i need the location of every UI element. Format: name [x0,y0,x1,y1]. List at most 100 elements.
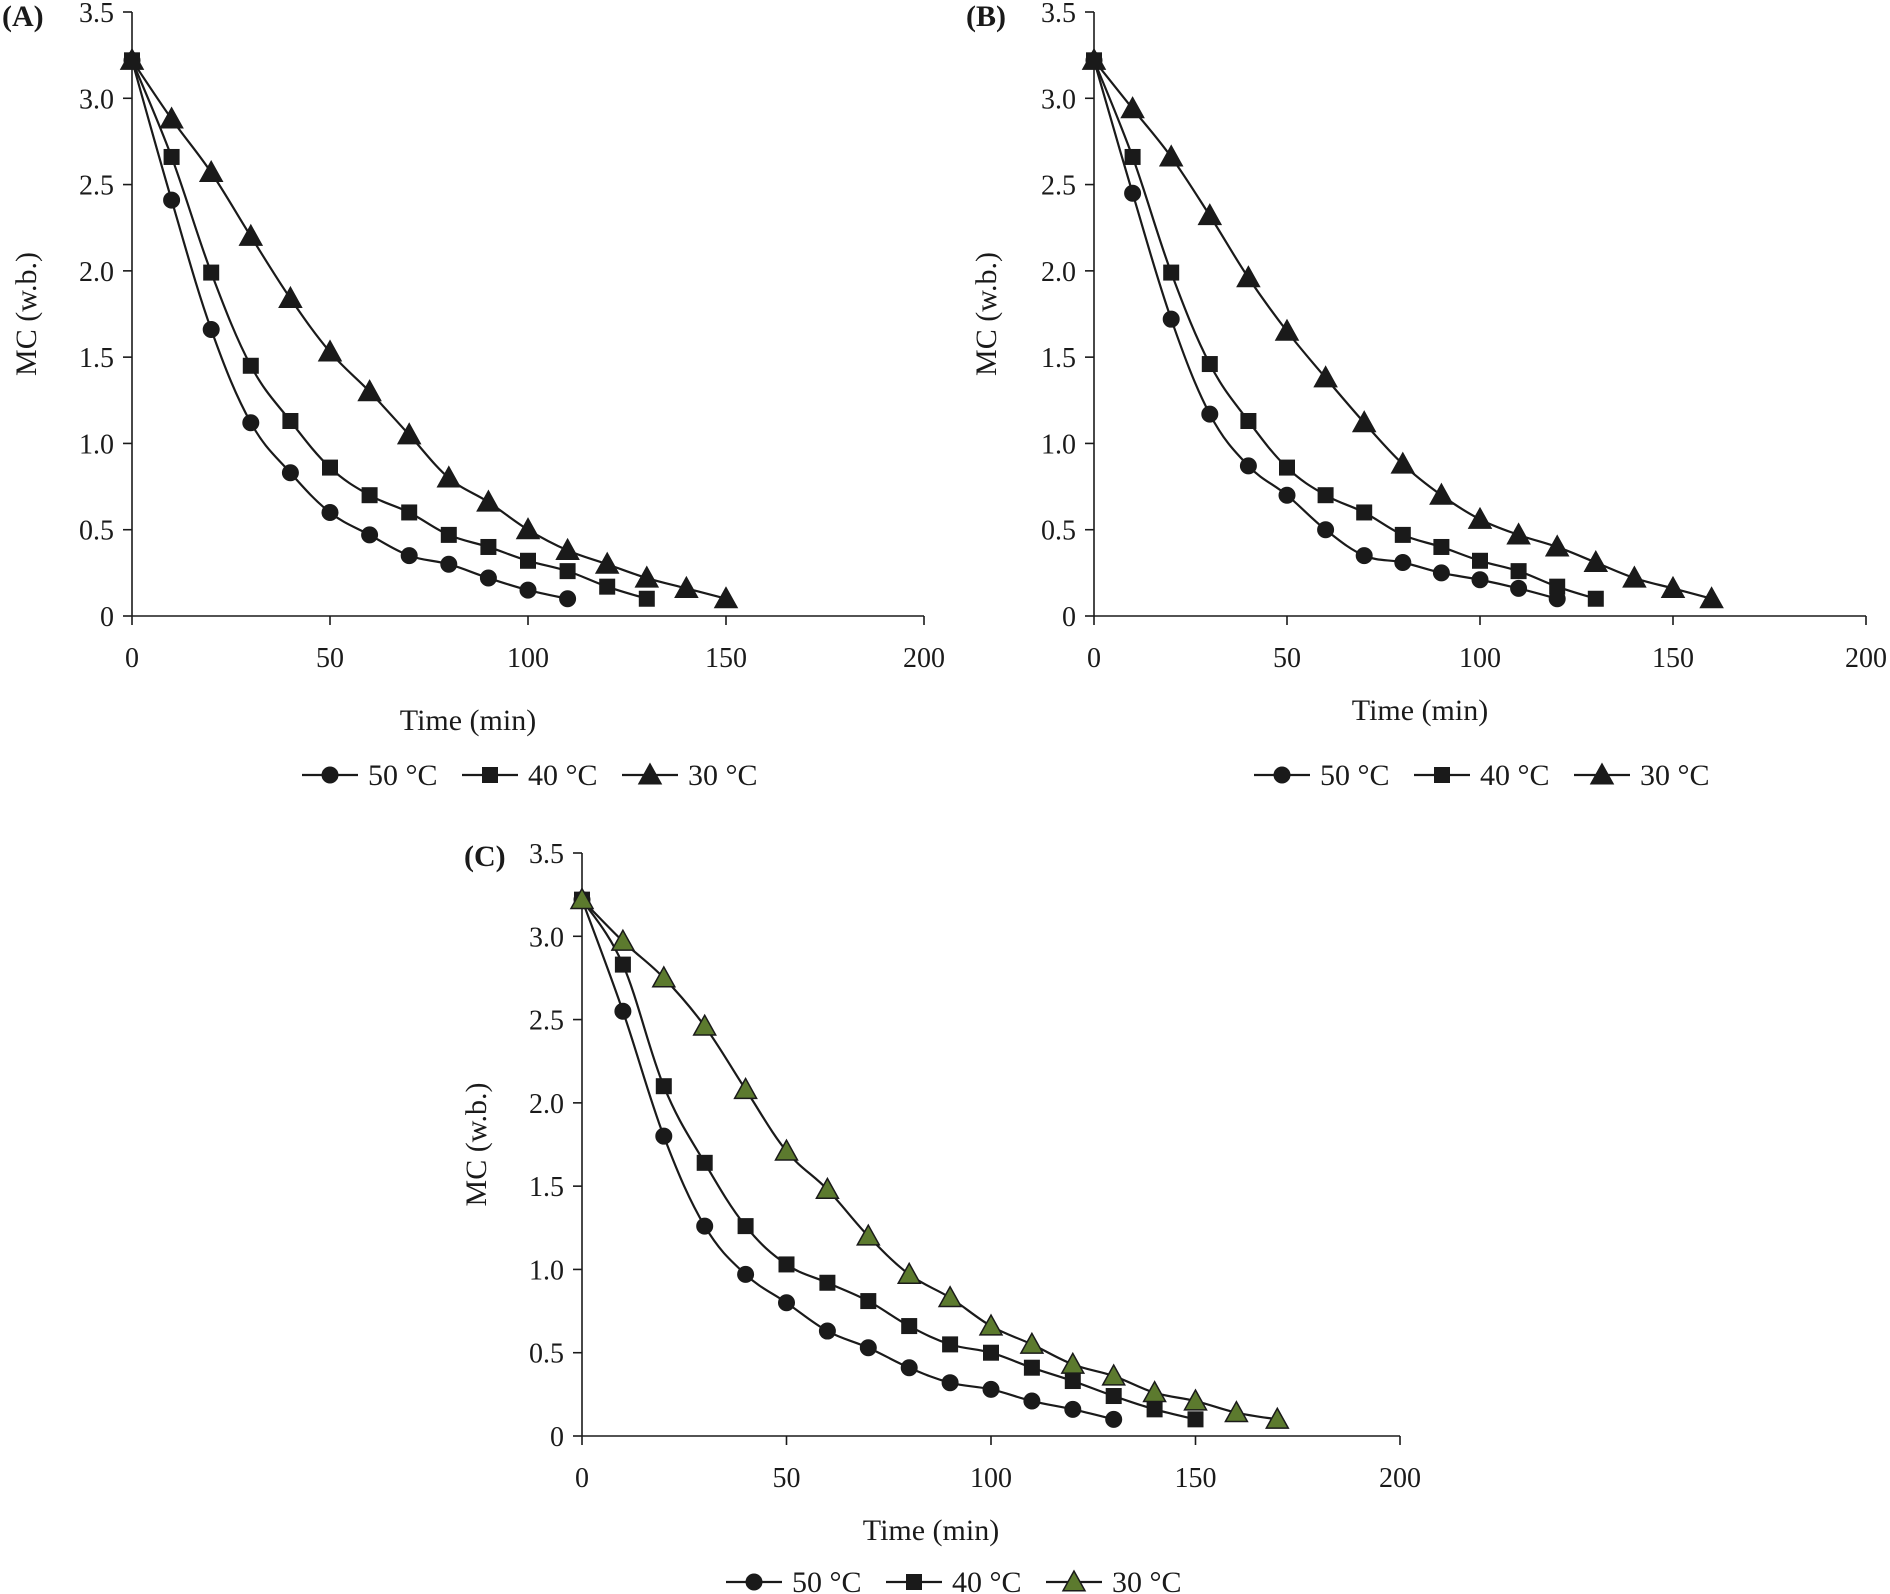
legend-label: 50 °C [1320,759,1390,792]
y-tick-label: 1.0 [79,429,114,460]
point-circle [559,590,577,608]
point-circle [242,414,260,432]
point-circle [859,1339,877,1357]
y-tick-label: 1.5 [529,1172,564,1203]
point-square [1587,590,1604,607]
point-circle [818,1322,836,1340]
legend-label: 40 °C [1480,759,1550,792]
point-square [282,412,299,429]
point-square [1356,504,1373,521]
point-triangle [733,1076,758,1100]
point-triangle [1544,534,1570,557]
point-triangle [476,489,501,512]
point-square [1394,526,1411,543]
point-square [860,1293,877,1310]
point-square [1023,1359,1040,1376]
point-circle [1064,1400,1082,1418]
point-triangle [1351,410,1377,433]
point-triangle [1660,575,1686,598]
point-circle [202,321,220,339]
point-triangle [317,339,343,362]
series-1 [1086,52,1604,607]
point-circle [614,1002,632,1020]
y-axis-label: MC (w.b.) [970,252,1003,376]
point-circle [1432,564,1450,582]
x-tick-label: 150 [1652,643,1694,674]
point-triangle [1390,451,1416,474]
y-tick-label: 2.5 [529,1006,564,1037]
point-circle [1317,521,1335,539]
point-triangle [119,47,145,70]
series-2 [119,47,739,609]
y-tick-label: 3.5 [79,0,114,29]
point-circle [1124,184,1142,202]
point-circle [281,464,299,482]
legend: 50 °C 40 °C 30 °C [302,759,758,792]
legend-label: 30 °C [1640,759,1710,792]
point-triangle [1060,1351,1086,1374]
legend-label: 50 °C [792,1566,862,1594]
y-tick-label: 0.5 [79,516,114,547]
series-1 [574,891,1204,1428]
series-line [581,898,1278,1421]
point-square [1549,578,1566,595]
y-tick-label: 3.0 [79,84,114,115]
point-triangle [651,965,677,988]
panel-2: 0 0.5 1.0 1.5 2.0 2.5 3.0 3.5 0 50 100 150 200 Time (… [460,839,1421,1594]
legend-marker-triangle [637,762,663,785]
legend-label: 50 °C [368,759,438,792]
series-1 [124,52,655,607]
y-tick-label: 0 [100,602,114,633]
x-tick-label: 50 [773,1463,801,1494]
point-square [1433,538,1450,555]
y-tick-label: 1.0 [1041,429,1076,460]
point-triangle [674,575,699,598]
point-circle [479,569,497,587]
y-tick-label: 1.5 [79,343,114,374]
point-triangle [238,223,264,246]
legend-marker-triangle [1589,762,1615,785]
x-tick-label: 100 [1459,643,1501,674]
y-tick-label: 3.0 [1041,84,1076,115]
point-triangle [1467,506,1493,529]
legend-label: 30 °C [1112,1566,1182,1594]
x-tick-label: 0 [575,1463,589,1494]
series-line [130,60,568,600]
panel-1: 0 0.5 1.0 1.5 2.0 2.5 3.0 3.5 0 50 100 150 200 Time (… [966,0,1887,792]
point-triangle [1622,565,1647,588]
x-tick-label: 0 [1087,643,1101,674]
point-circle [696,1217,714,1235]
point-circle [737,1265,755,1283]
point-triangle [1183,1388,1208,1411]
point-triangle [1101,1363,1126,1386]
y-tick-label: 3.0 [529,922,564,953]
series-line [1092,59,1597,600]
legend-marker-circle [745,1573,763,1591]
point-square [1201,356,1218,373]
point-triangle [515,517,541,540]
point-triangle [1506,522,1531,545]
point-square [614,956,631,973]
point-triangle [198,159,224,183]
point-circle [1105,1410,1123,1428]
point-square [778,1256,795,1273]
point-triangle [1142,1380,1167,1403]
panel-0: 0 0.5 1.0 1.5 2.0 2.5 3.0 3.5 0 50 100 150 200 Time (… [2,0,945,792]
y-tick-label: 1.0 [529,1255,564,1286]
point-triangle [357,379,382,402]
y-axis-label: MC (w.b.) [460,1083,493,1207]
x-axis-label: Time (min) [1352,694,1488,727]
point-circle [655,1127,673,1145]
point-triangle [569,887,595,910]
point-square [599,578,616,595]
x-tick-label: 150 [705,643,747,674]
point-square [1472,552,1488,569]
point-triangle [159,106,184,129]
x-axis-label: Time (min) [400,704,536,737]
point-circle [400,547,418,565]
point-square [322,459,338,476]
series-0 [123,51,577,608]
point-triangle [1224,1400,1249,1423]
point-circle [1023,1392,1041,1410]
point-square [638,590,655,607]
